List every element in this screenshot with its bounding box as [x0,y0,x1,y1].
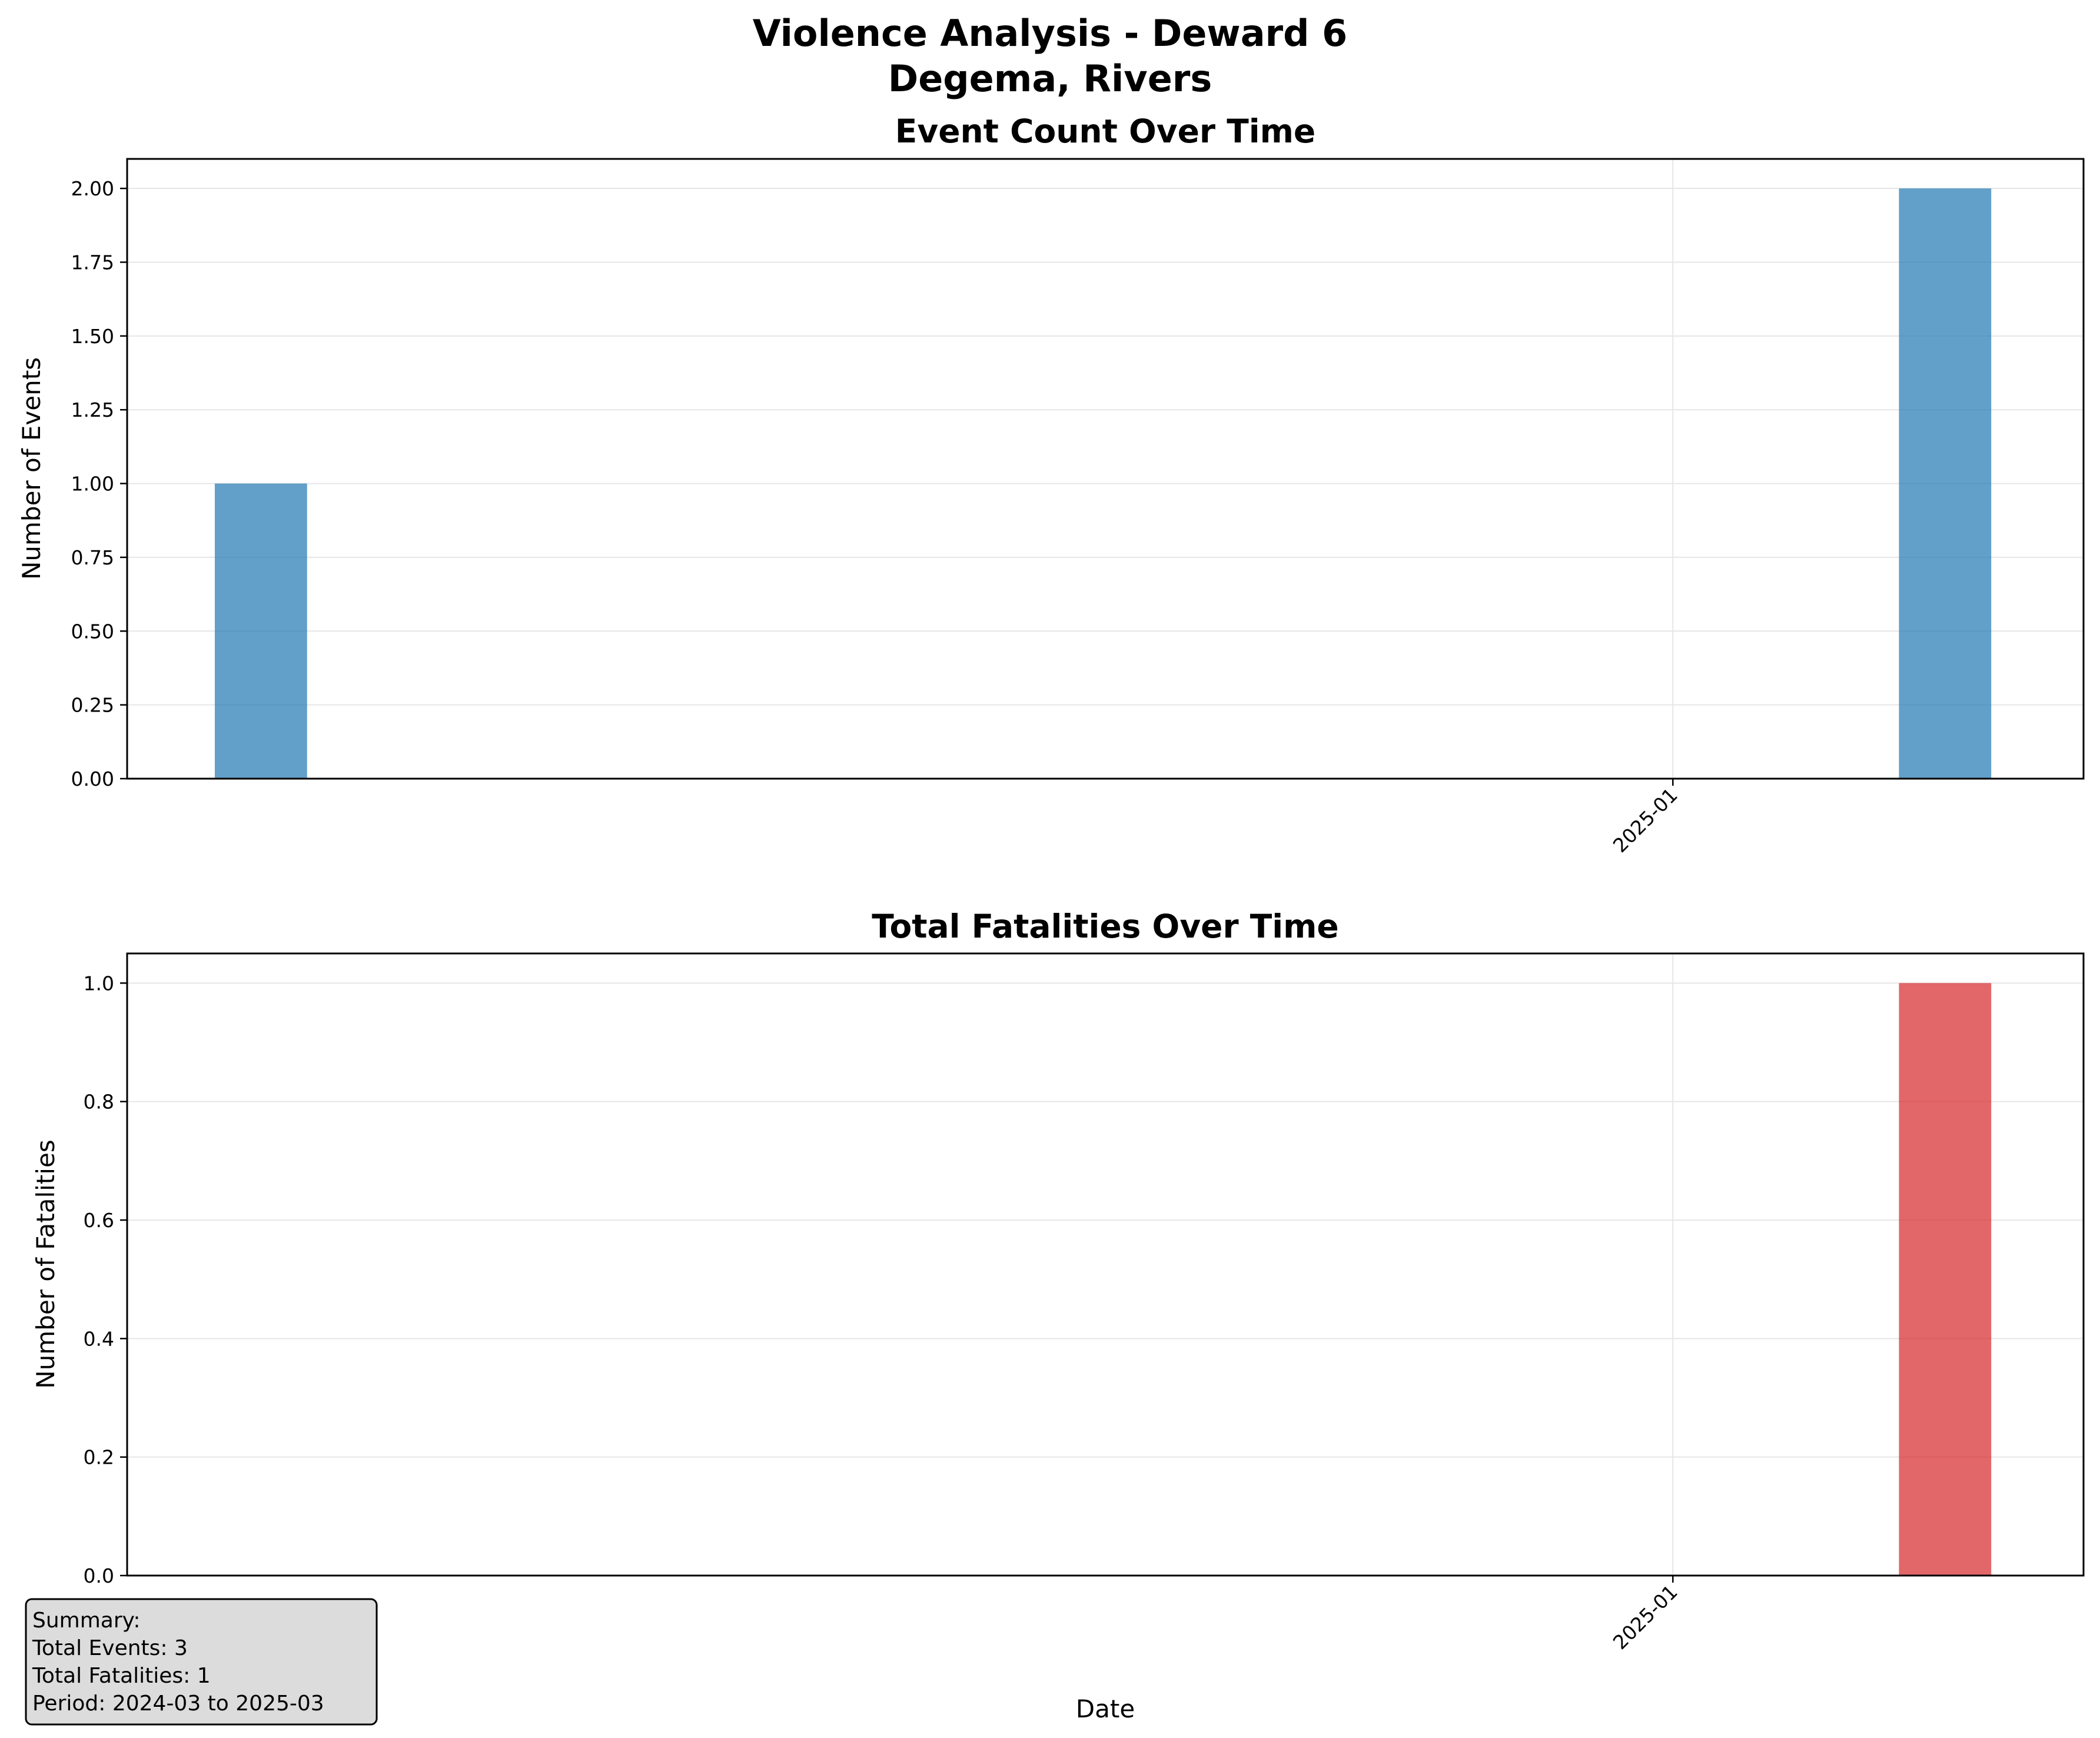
axes-title: Event Count Over Time [895,112,1315,150]
y-tick-label: 2.00 [71,177,114,200]
summary-box: Summary: Total Events: 3 Total Fatalitie… [25,1598,378,1726]
y-tick-label: 1.00 [71,473,114,496]
bar-2024-03 [214,483,307,779]
y-axis-label: Number of Fatalities [31,1139,60,1388]
y-tick-label: 1.75 [71,251,114,274]
x-tick-label: 2025-01 [1609,1580,1682,1654]
summary-period: Period: 2024-03 to 2025-03 [32,1692,324,1716]
figure-title-line2: Degema, Rivers [888,57,1212,100]
y-tick-label: 1.25 [71,398,114,421]
y-tick-label: 0.50 [71,620,114,643]
y-tick-label: 0.6 [84,1209,114,1232]
y-tick-label: 0.4 [84,1327,114,1350]
fatalities-chart: 0.0 0.2 0.4 0.6 0.8 1.0 2025-01 Total Fatalitie… [31,908,2085,1723]
y-axis-label: Number of Events [17,357,46,580]
x-axis-label: Date [1076,1694,1135,1723]
y-tick-label: 0.2 [84,1446,114,1469]
y-tick-label: 1.0 [84,972,114,995]
summary-total-events: Total Events: 3 [32,1636,188,1660]
axes-frame [126,158,2085,780]
y-tick-label: 0.25 [71,694,114,717]
y-tick-label: 0.8 [84,1091,114,1114]
axes-title: Total Fatalities Over Time [872,908,1338,945]
summary-heading: Summary: [32,1609,140,1633]
summary-box-background [25,1598,378,1726]
bar-2025-03 [1899,188,1992,779]
y-tick-label: 0.0 [84,1564,114,1587]
figure-title-line1: Violence Analysis - Deward 6 [753,12,1347,55]
event-count-chart: 0.00 0.25 0.50 0.75 1.00 1.25 1.50 1.75 2.00 2025… [17,112,2085,857]
bar-2025-03 [1899,983,1992,1576]
summary-total-fatalities: Total Fatalities: 1 [32,1664,211,1688]
y-tick-label: 0.00 [71,767,114,790]
y-tick-label: 1.50 [71,325,114,348]
y-tick-label: 0.75 [71,546,114,569]
axes-frame [126,952,2085,1577]
x-tick-label: 2025-01 [1609,783,1682,857]
